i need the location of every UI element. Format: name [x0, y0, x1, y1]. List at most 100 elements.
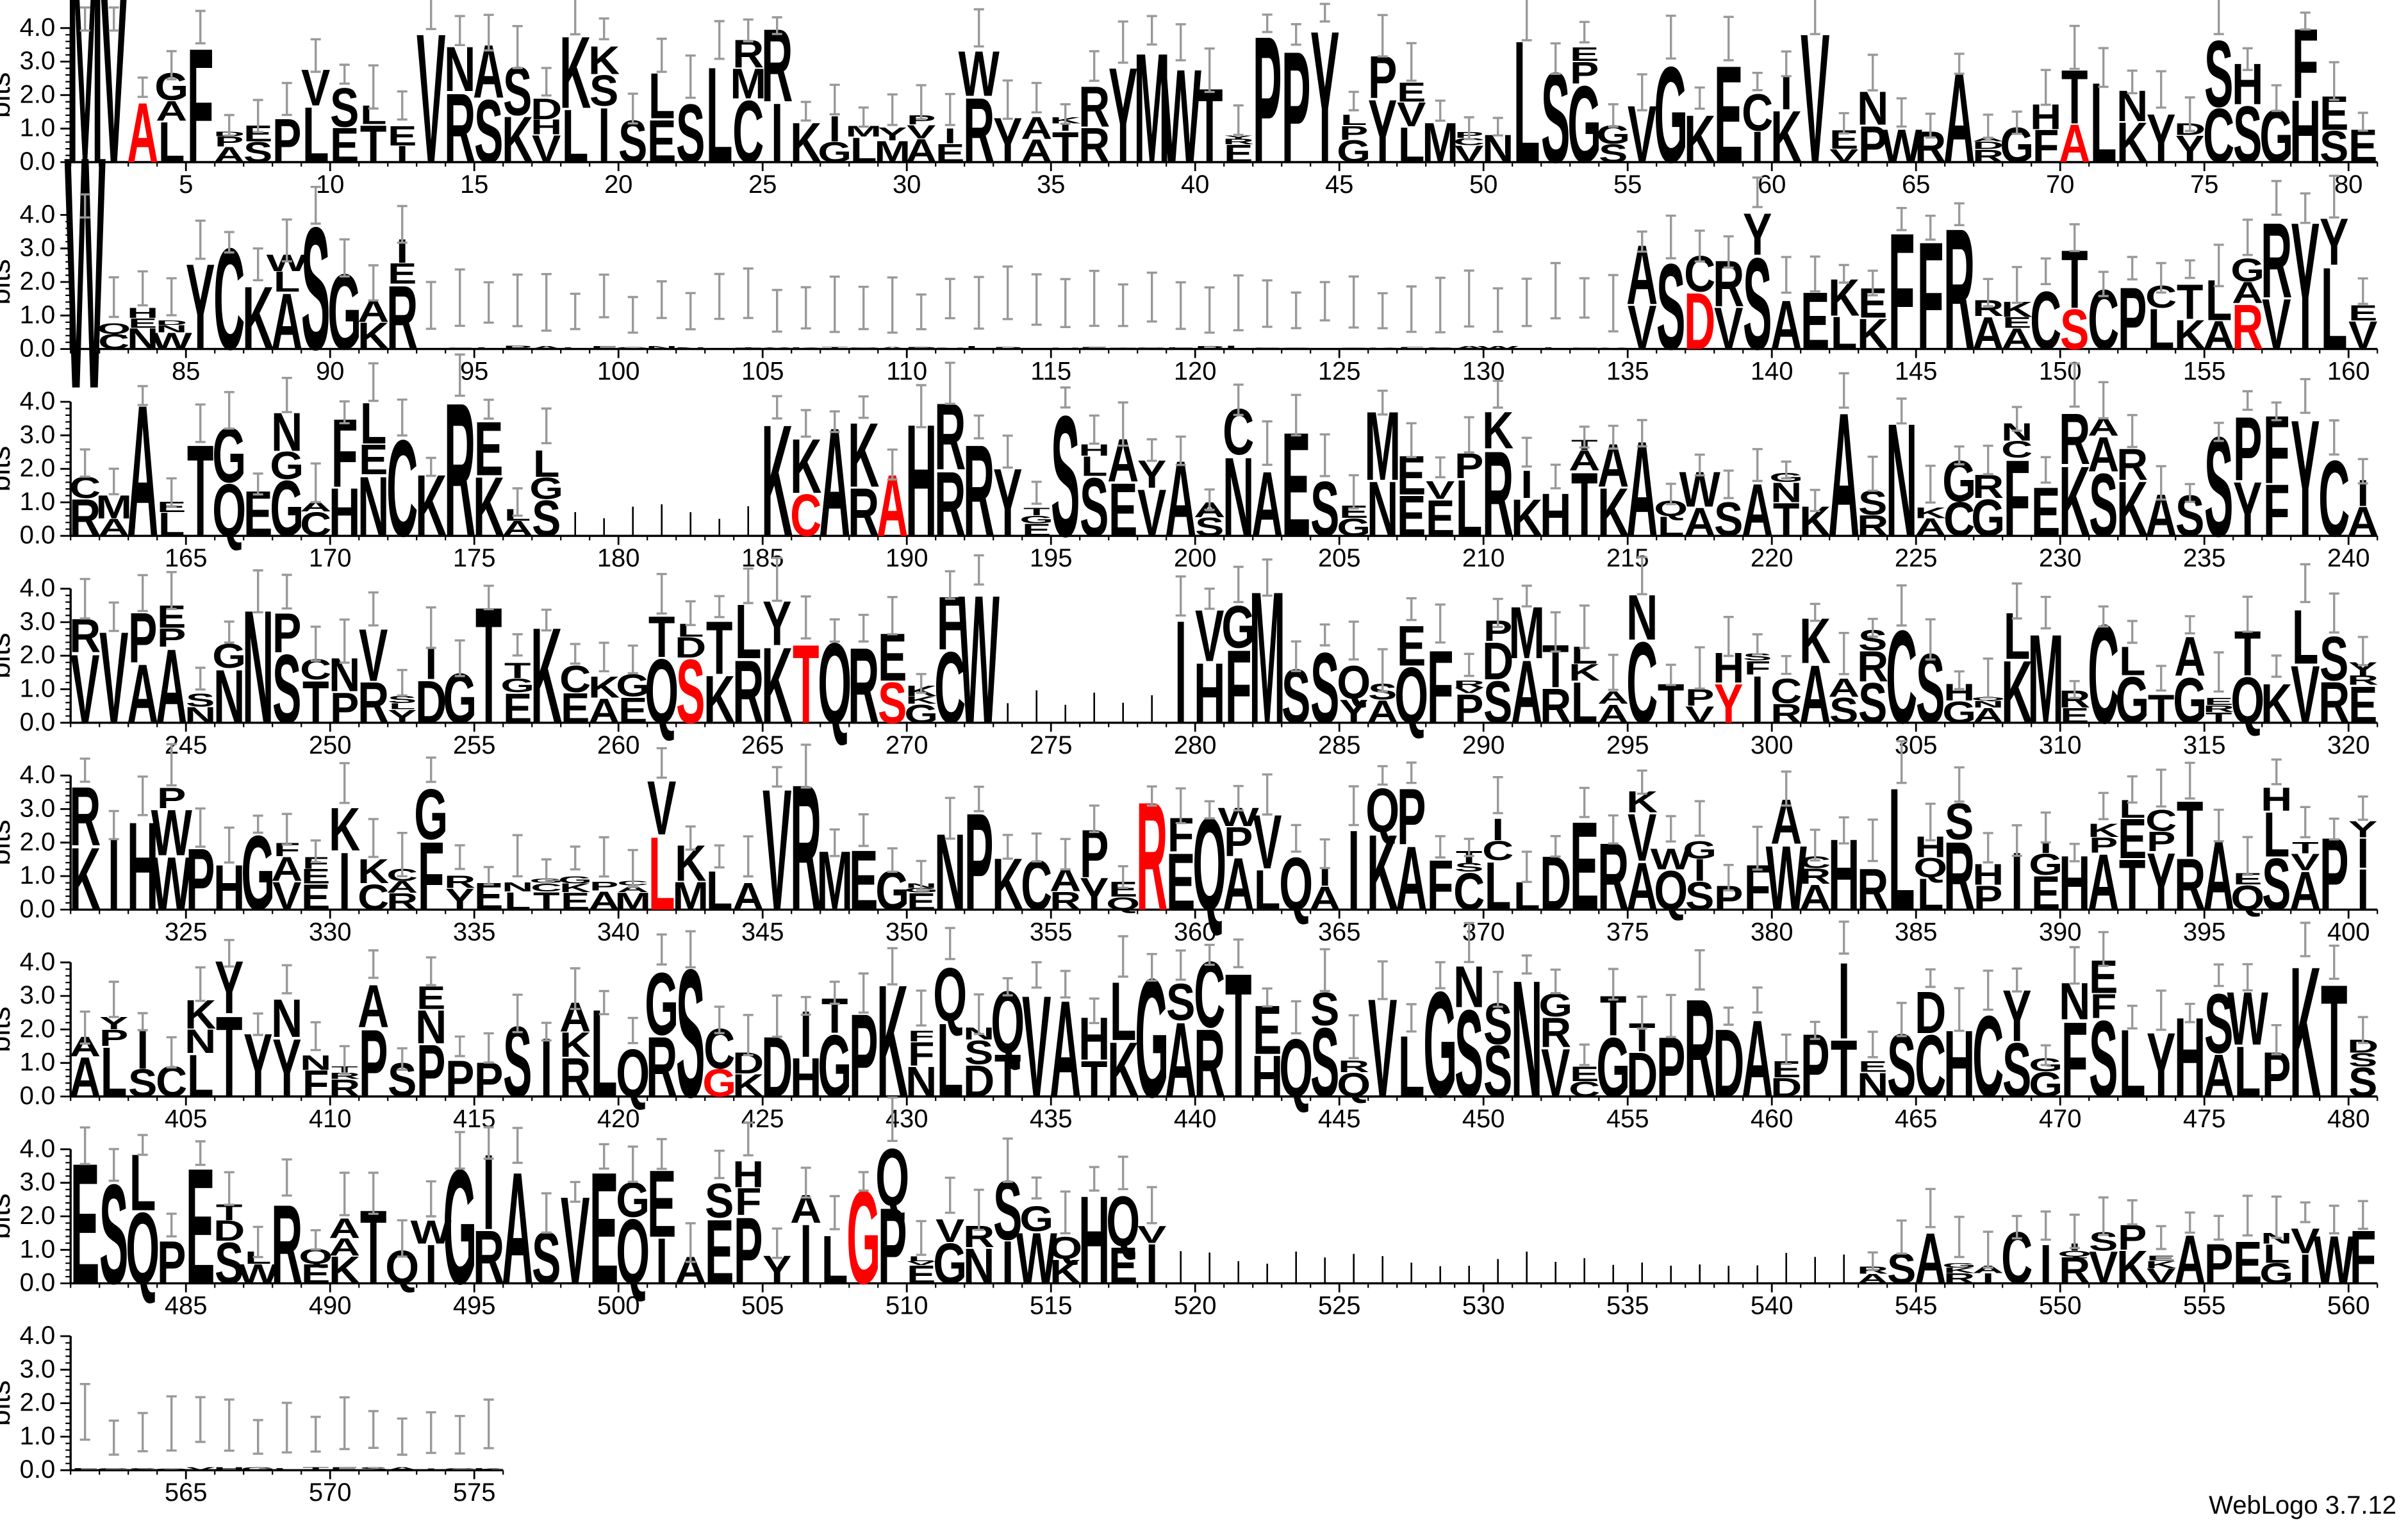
svg-text:L: L — [2119, 638, 2146, 684]
svg-text:F: F — [908, 1027, 935, 1045]
svg-text:bits: bits — [0, 1193, 16, 1239]
svg-text:Q: Q — [1048, 1230, 1082, 1266]
svg-text:E: E — [2031, 474, 2060, 551]
svg-text:T: T — [2292, 839, 2319, 857]
svg-text:W: W — [959, 39, 1000, 110]
svg-text:S: S — [1714, 493, 1743, 547]
svg-text:A: A — [732, 875, 764, 918]
svg-text:0.0: 0.0 — [20, 335, 56, 363]
svg-text:C: C — [444, 1468, 475, 1471]
svg-text:E: E — [1570, 44, 1599, 66]
svg-text:R: R — [848, 626, 879, 746]
svg-text:65: 65 — [1902, 170, 1931, 199]
svg-text:P: P — [1195, 345, 1224, 350]
svg-text:D: D — [156, 319, 187, 326]
svg-text:0.0: 0.0 — [20, 895, 56, 923]
svg-text:I: I — [425, 1468, 437, 1471]
svg-text:T: T — [706, 606, 733, 690]
svg-text:575: 575 — [453, 1478, 496, 1507]
svg-text:P: P — [590, 880, 618, 893]
svg-text:520: 520 — [1174, 1292, 1217, 1320]
svg-text:G: G — [241, 1467, 275, 1471]
svg-text:4.0: 4.0 — [20, 13, 56, 42]
svg-text:K: K — [2261, 672, 2292, 735]
svg-text:C: C — [2030, 274, 2061, 367]
svg-text:30: 30 — [893, 170, 921, 199]
svg-text:L: L — [1110, 964, 1137, 1057]
svg-text:A: A — [386, 1467, 418, 1471]
svg-text:L: L — [475, 347, 502, 349]
svg-text:Q: Q — [933, 952, 967, 1038]
svg-text:K: K — [588, 670, 620, 704]
svg-text:V: V — [1426, 476, 1455, 504]
svg-text:A: A — [1251, 452, 1283, 556]
svg-text:P: P — [1397, 772, 1426, 861]
svg-text:L: L — [274, 1468, 301, 1471]
svg-text:70: 70 — [2046, 170, 2075, 199]
svg-text:V: V — [416, 0, 445, 202]
svg-text:R: R — [1857, 857, 1888, 923]
svg-text:H: H — [1540, 481, 1571, 549]
svg-text:H: H — [213, 1467, 245, 1471]
svg-text:A: A — [329, 1212, 360, 1244]
svg-text:2.0: 2.0 — [20, 267, 56, 295]
svg-text:S: S — [705, 1174, 734, 1228]
svg-text:E: E — [1166, 347, 1195, 349]
svg-text:L: L — [1340, 112, 1367, 128]
svg-text:D: D — [1915, 979, 1946, 1046]
svg-text:A: A — [531, 345, 562, 350]
svg-text:bits: bits — [0, 259, 16, 305]
svg-text:S: S — [1656, 239, 1685, 376]
svg-text:K: K — [329, 795, 360, 863]
svg-text:F: F — [72, 1468, 99, 1471]
svg-text:bits: bits — [0, 1380, 16, 1427]
svg-text:3.0: 3.0 — [20, 795, 56, 823]
svg-text:2.0: 2.0 — [20, 80, 56, 108]
svg-text:L: L — [1542, 347, 1569, 349]
svg-text:K: K — [1482, 401, 1513, 459]
svg-text:3.0: 3.0 — [20, 1355, 56, 1383]
svg-text:P: P — [272, 106, 301, 176]
svg-text:260: 260 — [597, 731, 640, 759]
svg-text:100: 100 — [597, 358, 640, 386]
svg-text:1.0: 1.0 — [20, 861, 56, 889]
svg-text:T: T — [504, 659, 531, 683]
svg-text:C: C — [1770, 672, 1802, 711]
svg-text:Q: Q — [875, 1132, 909, 1223]
svg-text:A: A — [1770, 286, 1802, 364]
svg-text:V: V — [359, 615, 388, 697]
svg-text:180: 180 — [597, 544, 640, 572]
svg-text:I: I — [944, 125, 956, 148]
svg-text:T: T — [1023, 348, 1050, 349]
svg-text:C: C — [1742, 83, 1773, 141]
svg-text:S: S — [1166, 972, 1195, 1030]
svg-text:P: P — [272, 602, 301, 665]
svg-text:S: S — [2204, 22, 2233, 127]
svg-text:A: A — [1742, 997, 1773, 1120]
svg-text:E: E — [1253, 347, 1282, 349]
svg-text:E: E — [849, 833, 878, 929]
svg-text:L: L — [706, 861, 733, 922]
svg-text:L: L — [562, 347, 589, 349]
svg-text:P: P — [445, 1049, 474, 1107]
svg-text:E: E — [2233, 1230, 2262, 1296]
svg-text:A: A — [127, 85, 158, 181]
svg-text:G: G — [414, 774, 448, 855]
svg-text:P: P — [2204, 1232, 2233, 1295]
svg-text:E: E — [330, 1467, 359, 1471]
svg-text:0.0: 0.0 — [20, 1455, 56, 1484]
svg-text:bits: bits — [0, 446, 16, 492]
svg-text:S: S — [1310, 631, 1339, 744]
svg-text:L: L — [1312, 348, 1339, 349]
svg-text:S: S — [1310, 465, 1339, 552]
svg-text:4.0: 4.0 — [20, 761, 56, 789]
svg-text:540: 540 — [1751, 1292, 1794, 1320]
svg-text:L: L — [821, 1221, 848, 1298]
svg-text:G: G — [1135, 347, 1169, 349]
svg-text:S: S — [1426, 347, 1455, 349]
svg-text:G: G — [558, 874, 592, 886]
svg-text:G: G — [97, 1468, 131, 1471]
svg-text:A: A — [2174, 625, 2206, 688]
svg-text:W: W — [959, 558, 1000, 763]
svg-text:G: G — [1337, 347, 1371, 349]
